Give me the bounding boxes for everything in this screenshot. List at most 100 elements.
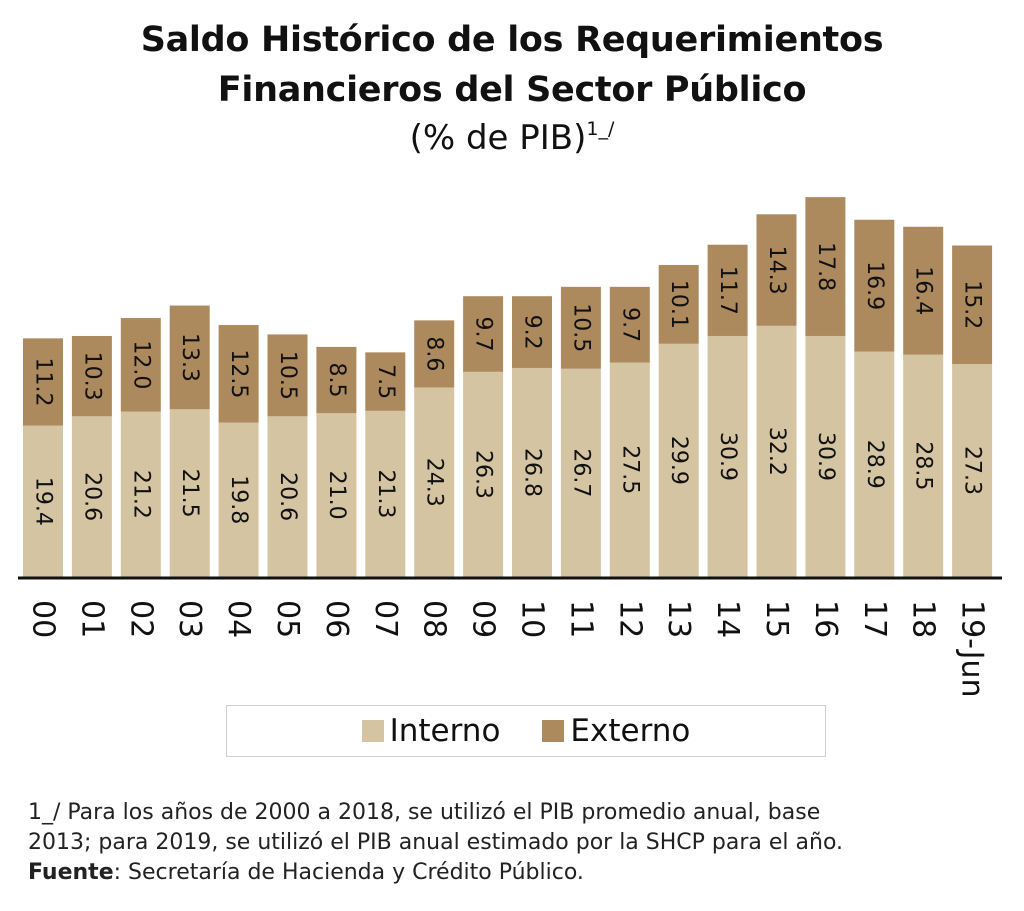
- value-label-externo-02: 12.0: [128, 340, 153, 389]
- value-label-externo-12: 9.7: [617, 307, 642, 342]
- bar-interno-19-Jun: [952, 364, 993, 577]
- x-tick-16: 16: [808, 600, 843, 638]
- bar-interno-08: [414, 387, 455, 577]
- footnote: 1_/ Para los años de 2000 a 2018, se uti…: [28, 798, 1008, 888]
- value-label-interno-00: 19.4: [31, 477, 56, 526]
- x-tick-14: 14: [710, 600, 745, 638]
- value-label-interno-16: 30.9: [813, 432, 838, 481]
- bar-interno-12: [609, 362, 650, 577]
- bar-interno-09: [463, 371, 504, 577]
- value-label-interno-12: 27.5: [617, 445, 642, 494]
- x-tick-05: 05: [270, 600, 305, 638]
- legend-label-interno: Interno: [389, 713, 501, 749]
- bar-interno-02: [120, 411, 161, 577]
- value-label-externo-08: 8.6: [422, 336, 447, 371]
- x-tick-04: 04: [221, 600, 256, 638]
- subtitle-text: (% de PIB): [409, 118, 587, 158]
- value-label-externo-01: 10.3: [79, 352, 104, 401]
- x-tick-labels-group: 00 01 02 03 04 05 06 07 08 09 10 11 12 13 14 15 16 17 18 19…: [26, 600, 990, 698]
- value-label-interno-11: 26.7: [568, 448, 593, 497]
- legend-swatch-interno: [361, 720, 384, 742]
- value-label-externo-07: 7.5: [373, 364, 398, 399]
- value-label-externo-09: 9.7: [471, 317, 496, 352]
- bar-interno-06: [316, 413, 357, 577]
- footnote-line-2: 2013; para 2019, se utilizó el PIB anual…: [28, 830, 844, 855]
- bar-externo-07: [365, 352, 406, 411]
- bar-interno-14: [707, 335, 748, 577]
- bar-externo-13: [658, 265, 699, 344]
- value-label-externo-10: 9.2: [520, 315, 545, 350]
- bar-externo-08: [414, 320, 455, 388]
- value-label-interno-18: 28.5: [911, 441, 936, 490]
- bar-interno-00: [23, 425, 63, 577]
- value-label-interno-05: 20.6: [275, 472, 300, 521]
- value-label-interno-13: 29.9: [666, 436, 691, 485]
- bar-interno-13: [658, 343, 699, 577]
- bar-externo-12: [609, 286, 650, 363]
- value-label-externo-19-Jun: 15.2: [960, 280, 985, 329]
- bar-interno-01: [71, 416, 112, 577]
- x-tick-00: 00: [26, 600, 61, 638]
- chart-subtitle: (% de PIB)1_/: [0, 118, 1024, 158]
- value-label-externo-17: 16.9: [862, 261, 887, 310]
- value-label-interno-17: 28.9: [862, 440, 887, 489]
- legend-swatch-externo: [542, 720, 565, 742]
- source-label: Fuente: [28, 860, 114, 885]
- bar-externo-09: [463, 296, 504, 372]
- x-tick-03: 03: [172, 600, 207, 638]
- bar-externo-05: [267, 334, 308, 417]
- bar-interno-10: [512, 367, 552, 577]
- legend-item-interno: Interno: [361, 713, 501, 749]
- value-label-interno-04: 19.8: [226, 475, 251, 524]
- bar-externo-16: [805, 197, 846, 336]
- bar-externo-18: [903, 226, 944, 355]
- bar-externo-14: [707, 244, 748, 336]
- x-tick-07: 07: [368, 600, 403, 638]
- value-label-externo-03: 13.3: [177, 333, 202, 382]
- value-label-interno-19-Jun: 27.3: [960, 446, 985, 495]
- bar-interno-07: [365, 410, 406, 577]
- bar-externo-01: [71, 335, 112, 417]
- bar-interno-18: [903, 354, 944, 577]
- bar-externo-03: [169, 305, 210, 410]
- stacked-bar-chart: 19.4 11.2 20.6 10.3 21.2 12.0 21.5 13.3 19.8 12.5…: [18, 197, 1002, 698]
- x-tick-19-Jun: 19-Jun: [955, 600, 990, 698]
- value-label-externo-00: 11.2: [31, 358, 56, 407]
- x-tick-15: 15: [759, 600, 794, 638]
- value-label-interno-15: 32.2: [764, 427, 789, 476]
- bar-interno-17: [854, 351, 895, 577]
- chart-title-line-1: Saldo Histórico de los Requerimientos: [140, 20, 884, 60]
- x-tick-11: 11: [563, 600, 598, 638]
- value-label-externo-18: 16.4: [911, 266, 936, 315]
- x-tick-12: 12: [612, 600, 647, 638]
- bar-externo-04: [218, 325, 259, 423]
- footnote-source: Fuente: Secretaría de Hacienda y Crédito…: [28, 858, 1008, 888]
- x-tick-08: 08: [417, 600, 452, 638]
- value-label-interno-02: 21.2: [128, 470, 153, 519]
- value-label-interno-09: 26.3: [471, 450, 496, 499]
- x-tick-13: 13: [661, 600, 696, 638]
- value-label-externo-15: 14.3: [764, 246, 789, 295]
- legend-label-externo: Externo: [570, 713, 691, 749]
- value-label-interno-10: 26.8: [520, 448, 545, 497]
- footnote-line-1: 1_/ Para los años de 2000 a 2018, se uti…: [28, 800, 821, 825]
- bar-interno-03: [169, 409, 210, 577]
- subtitle-footnote-marker: 1_/: [586, 118, 615, 140]
- value-label-externo-06: 8.5: [324, 363, 349, 398]
- bar-interno-05: [267, 416, 308, 577]
- bar-externo-10: [512, 296, 552, 368]
- bar-externo-06: [316, 346, 357, 414]
- legend: Interno Externo: [226, 705, 826, 757]
- value-label-externo-04: 12.5: [226, 349, 251, 398]
- value-label-externo-11: 10.5: [568, 303, 593, 352]
- x-tick-10: 10: [515, 600, 550, 638]
- bar-externo-00: [23, 338, 63, 426]
- x-tick-02: 02: [123, 600, 158, 638]
- bar-interno-16: [805, 335, 846, 577]
- x-tick-06: 06: [319, 600, 354, 638]
- bar-externo-17: [854, 219, 895, 352]
- value-label-externo-16: 17.8: [813, 242, 838, 291]
- value-label-externo-14: 11.7: [715, 266, 740, 315]
- bar-externo-02: [120, 318, 161, 412]
- value-label-interno-08: 24.3: [422, 458, 447, 507]
